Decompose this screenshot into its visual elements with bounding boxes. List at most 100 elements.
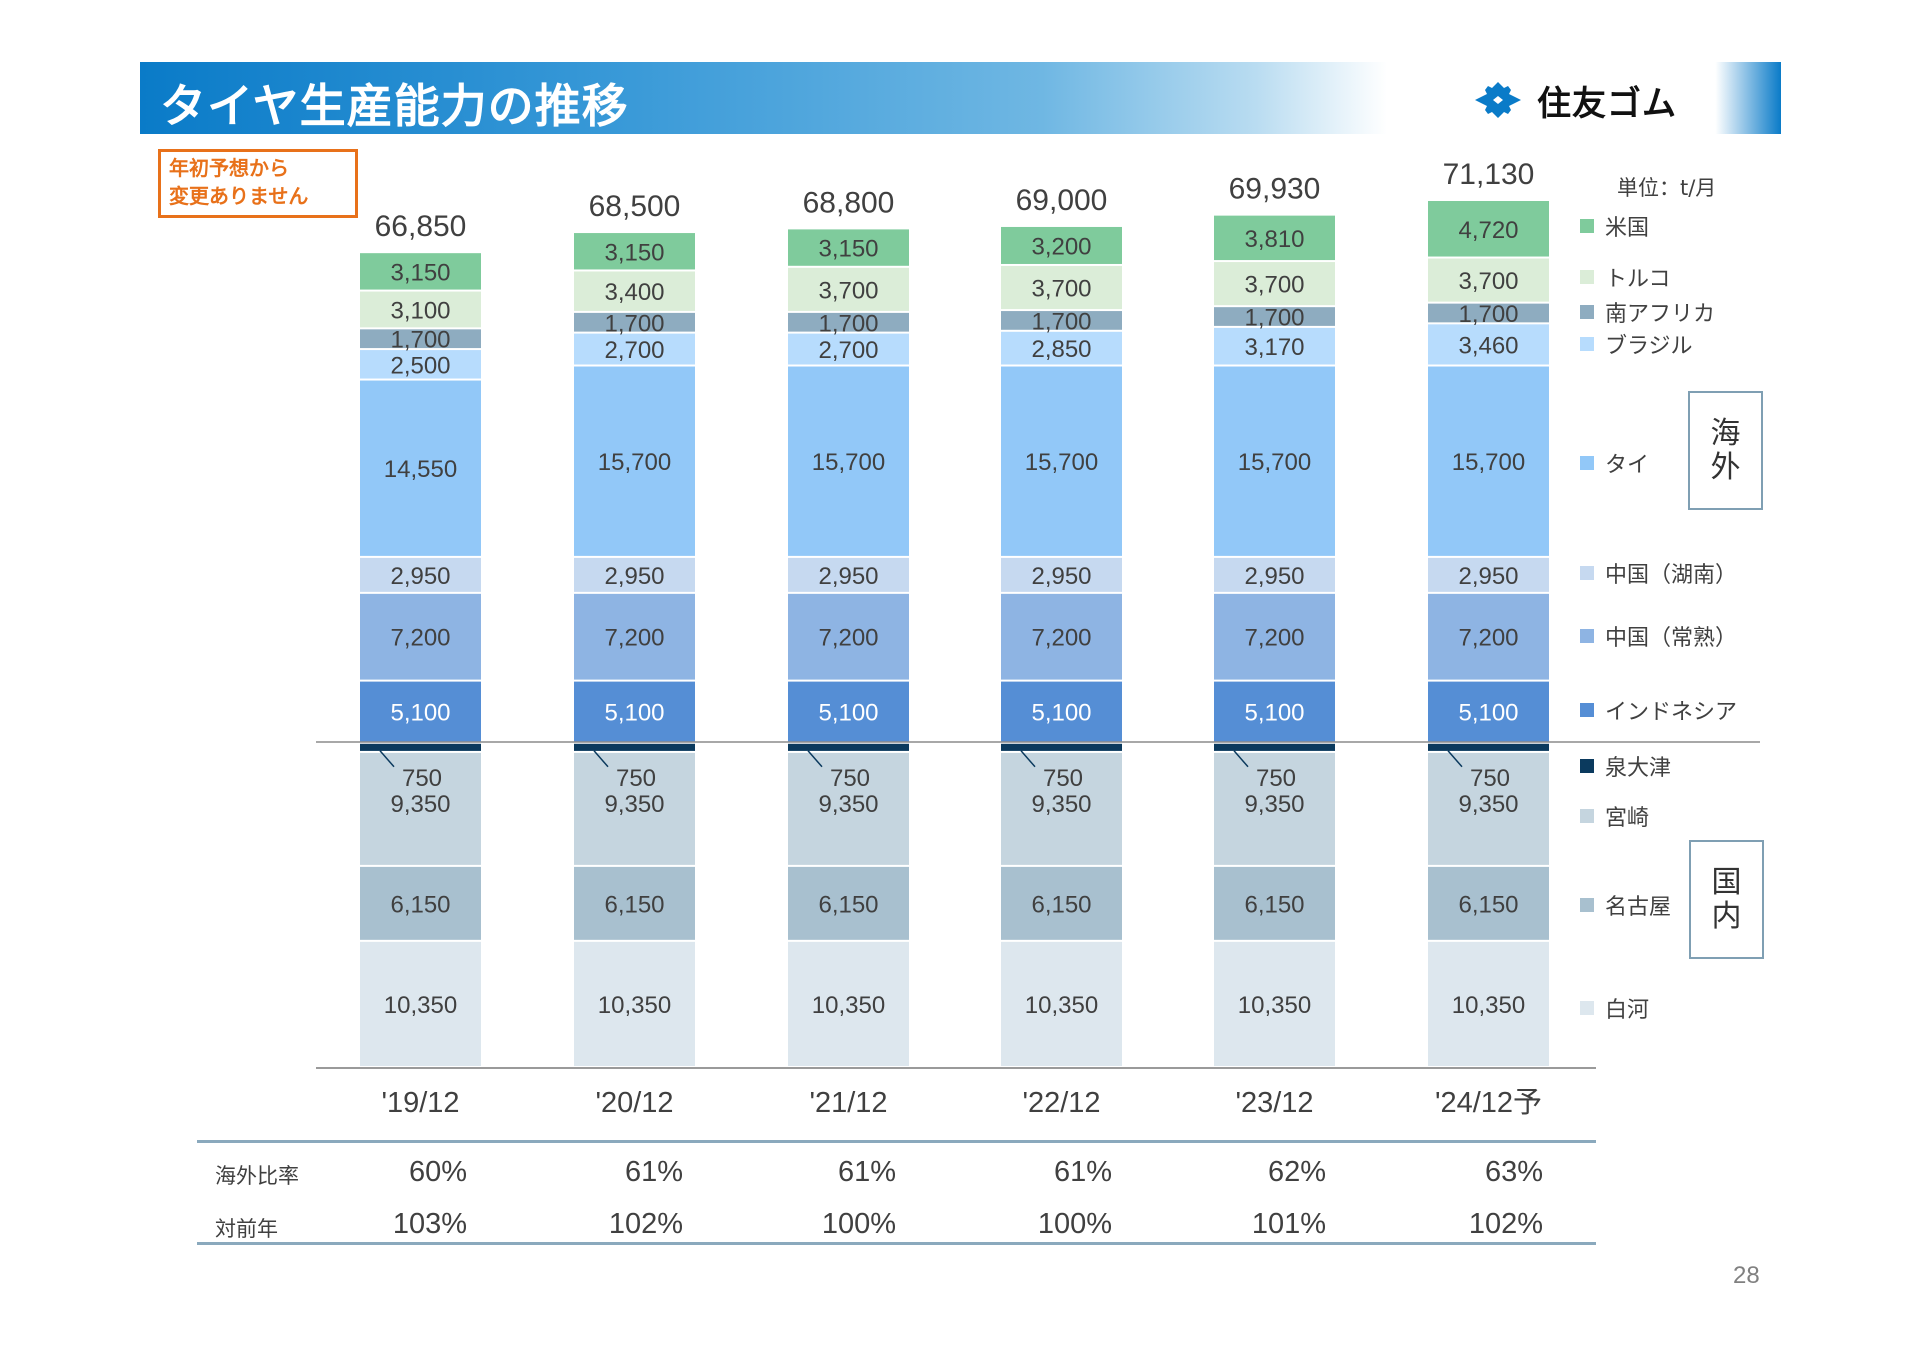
segment-label: 1,700 [1031,308,1091,335]
bar-segment [1001,557,1122,592]
segment-label: 10,350 [384,992,457,1019]
overseas-label-1: 海 [1710,415,1741,451]
legend-item: 米国 [1580,211,1649,241]
bar-segment [574,593,695,680]
segment-label: 2,700 [604,337,664,364]
segment-label: 2,950 [390,563,450,590]
segment-label: 3,400 [604,279,664,306]
segment-label: 3,150 [604,239,664,266]
bar-segment [1001,941,1122,1066]
legend-swatch [1580,337,1594,351]
segment-label: 9,350 [818,791,878,818]
segment-label: 7,200 [604,625,664,652]
legend-swatch [1580,566,1594,580]
segment-label: 3,700 [1458,268,1518,295]
leader-line [379,750,395,768]
segment-label: 5,100 [390,700,450,727]
bar-segment [1428,866,1549,940]
segment-label: 7,200 [1458,625,1518,652]
segment-label: 3,150 [818,236,878,263]
bar-segment [360,253,481,290]
segment-label: 5,100 [604,700,664,727]
category-label: '24/12予 [1435,1087,1542,1119]
legend-label: タイ [1605,453,1650,478]
total-label: 69,930 [1229,173,1321,206]
bar-segment [574,941,695,1066]
bar-segment [360,941,481,1066]
bar-segment [788,743,909,751]
segment-label: 750 [1256,765,1296,792]
segment-label: 750 [1470,765,1510,792]
segment-label: 3,150 [390,259,450,286]
bar-segment [1428,201,1549,257]
segment-label: 9,350 [1458,791,1518,818]
table-cell: 63% [1484,1156,1543,1188]
bar-segment [1214,866,1335,940]
overseas-label-2: 外 [1710,449,1741,485]
segment-label: 3,700 [1031,276,1091,303]
company-logo: 住友ゴム [1473,78,1677,124]
bar-segment [1001,226,1122,264]
bar-segment [574,752,695,865]
sumitomo-diamond-icon [1475,82,1521,118]
segment-label: 6,150 [1458,891,1518,918]
page-number: 28 [1733,1262,1760,1289]
bar-segment [574,233,695,270]
legend-swatch [1580,1001,1594,1015]
bar-segment [574,333,695,365]
segment-label: 15,700 [1452,449,1525,476]
segment-label: 15,700 [812,449,885,476]
leader-line [1447,750,1463,768]
bar-segment [1428,557,1549,592]
legend-swatch [1580,219,1594,233]
category-label: '20/12 [595,1087,673,1119]
overseas-group-box: 海 外 [1688,391,1763,510]
legend-label: 白河 [1605,998,1650,1023]
bar-segment [1001,311,1122,330]
segment-label: 2,950 [1244,563,1304,590]
segment-label: 5,100 [1458,700,1518,727]
domestic-label-2: 内 [1711,898,1742,934]
segment-label: 7,200 [390,625,450,652]
table-cell: 101% [1251,1208,1326,1240]
total-label: 66,850 [375,210,467,243]
segment-label: 6,150 [390,891,450,918]
bar-segment [1428,752,1549,865]
bar-segment [1001,681,1122,742]
segment-label: 7,200 [1031,625,1091,652]
bar-segment [788,866,909,940]
segment-label: 7,200 [818,625,878,652]
legend-item: 南アフリカ [1580,297,1715,327]
bar-segment [788,366,909,556]
bar-segment [360,329,481,349]
bar-segment [1214,307,1335,326]
category-label: '21/12 [809,1087,887,1119]
bar-segment [788,229,909,266]
legend-swatch [1580,759,1594,773]
legend-item: 泉大津 [1580,751,1671,781]
segment-label: 10,350 [812,992,885,1019]
note-line-2: 変更ありません [169,184,309,208]
bar-segment [1001,743,1122,751]
segment-label: 2,950 [1031,563,1091,590]
bar-segment [360,681,481,742]
segment-label: 15,700 [1025,449,1098,476]
segment-label: 3,170 [1244,334,1304,361]
bar-segment [788,941,909,1066]
bar-segment [788,593,909,680]
segment-label: 9,350 [1244,791,1304,818]
bar-segment [788,333,909,365]
segment-label: 5,100 [1244,700,1304,727]
total-label: 71,130 [1443,158,1535,191]
total-label: 68,500 [589,190,681,223]
bar-segment [1428,303,1549,323]
segment-label: 6,150 [818,891,878,918]
bar-segment [360,866,481,940]
legend-item: 中国（常熟） [1580,621,1737,651]
bar-segment [1001,331,1122,365]
segment-label: 2,500 [390,352,450,379]
segment-label: 2,850 [1031,336,1091,363]
segment-label: 2,950 [1458,563,1518,590]
legend-label: 宮崎 [1605,806,1650,831]
leader-line [593,750,609,768]
